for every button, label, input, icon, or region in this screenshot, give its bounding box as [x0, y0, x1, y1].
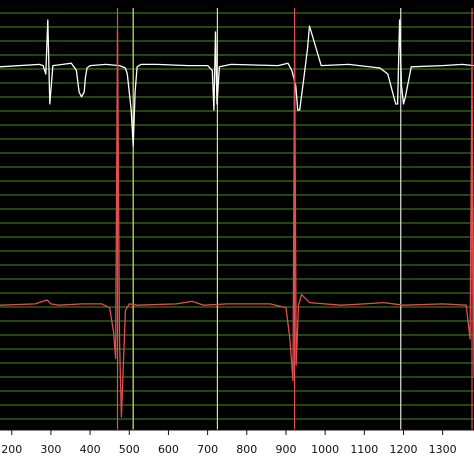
signal-trace	[0, 19, 474, 147]
x-tick-label: 700	[197, 443, 218, 456]
x-tick-label: 800	[236, 443, 257, 456]
x-tick-label: 200	[1, 443, 22, 456]
x-tick-label: 300	[40, 443, 61, 456]
x-axis-strip	[0, 430, 474, 474]
x-tick-label: 1200	[389, 443, 417, 456]
x-tick-label: 1100	[350, 443, 378, 456]
plot-background	[0, 0, 474, 430]
x-tick-label: 600	[158, 443, 179, 456]
grid-lines	[0, 12, 474, 420]
x-tick-label: 900	[275, 443, 296, 456]
x-axis: 200 300 400 500 600 700 800 900 1000 1100 1200 1300	[0, 429, 474, 456]
x-tick-label: 400	[80, 443, 101, 456]
x-tick-label: 500	[119, 443, 140, 456]
x-tick-label: 1000	[311, 443, 339, 456]
signal-trace	[0, 29, 474, 418]
signal-traces	[0, 19, 474, 418]
x-tick-label: 1300	[429, 443, 457, 456]
